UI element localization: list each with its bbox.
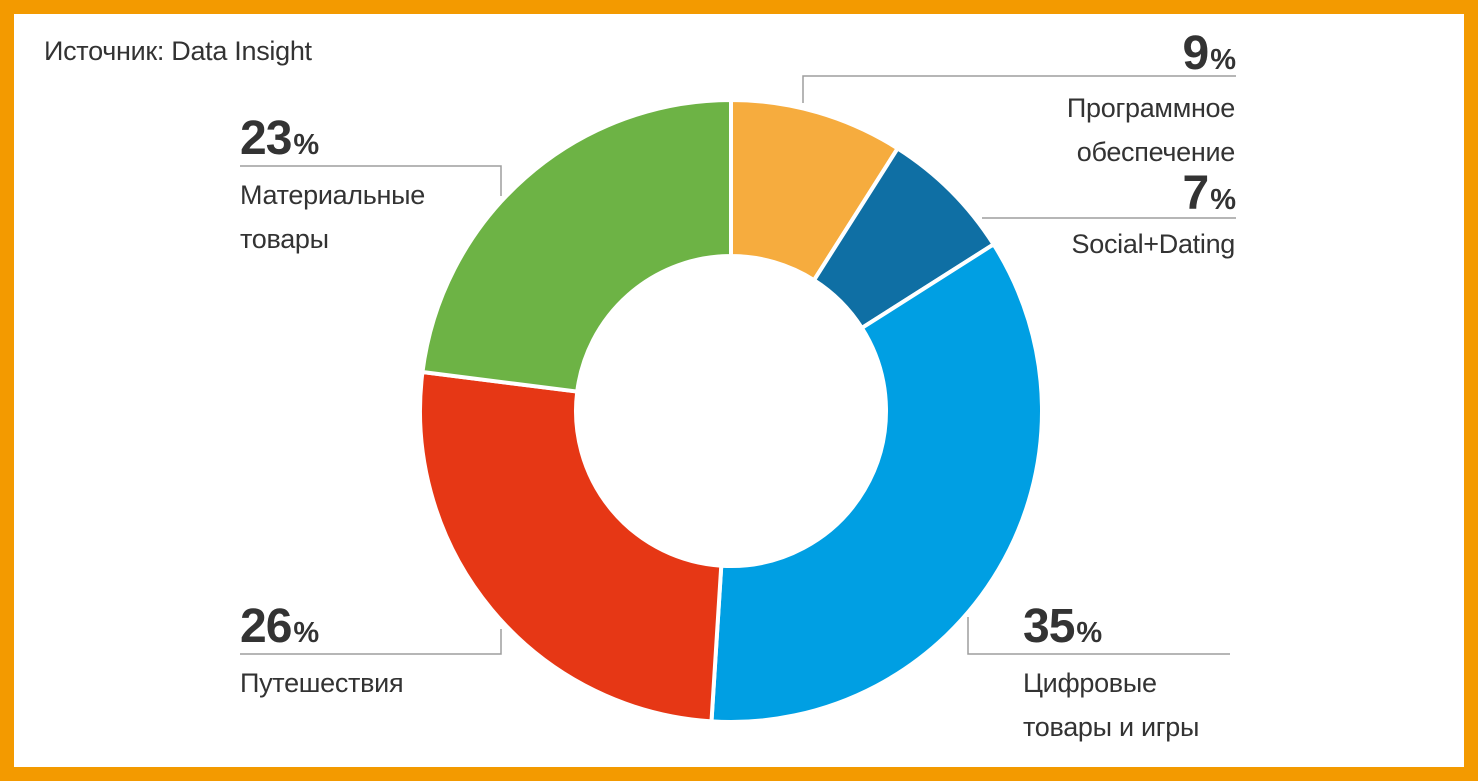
- leader-line-goods: [240, 165, 502, 196]
- leader-line-travel: [240, 629, 502, 655]
- leader-line-software: [802, 75, 1236, 103]
- donut-slices: [418, 97, 1044, 724]
- slice-travel: [418, 369, 724, 724]
- percent-social-dating: 7%: [1182, 167, 1236, 220]
- percent-software: 9%: [1182, 27, 1236, 80]
- label-goods: 23% Материальные товары: [240, 115, 425, 261]
- percent-goods: 23%: [240, 112, 319, 165]
- category-travel: Путешествия: [240, 668, 404, 698]
- slice-digital: [709, 241, 1044, 724]
- slice-goods: [420, 97, 733, 394]
- category-goods: Материальные товары: [240, 180, 425, 254]
- category-social-dating: Social+Dating: [1071, 229, 1236, 259]
- label-social-dating: 7% Social+Dating: [1071, 167, 1236, 266]
- category-software: Программное обеспечение: [1066, 93, 1235, 167]
- leader-line-digital: [967, 617, 1230, 655]
- label-travel: 26% Путешествия: [240, 600, 404, 705]
- category-digital: Цифровые товары и игры: [1023, 668, 1200, 742]
- source-note: Источник: Data Insight: [44, 36, 312, 66]
- label-software: 9% Программное обеспечение: [1066, 27, 1236, 174]
- leader-lines: [240, 75, 1236, 655]
- label-digital: 35% Цифровые товары и игры: [1023, 603, 1199, 749]
- percent-travel: 26%: [240, 600, 319, 653]
- percent-digital: 35%: [1023, 600, 1102, 653]
